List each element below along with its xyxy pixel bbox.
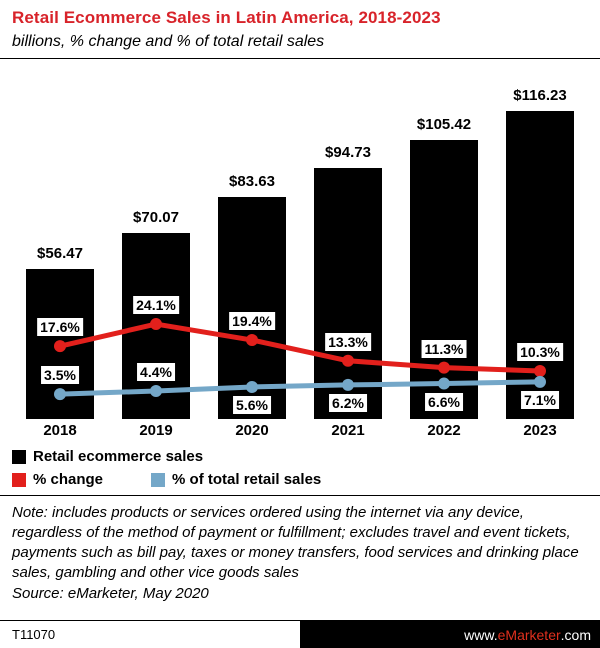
legend: Retail ecommerce sales % change % of tot…	[12, 448, 588, 488]
line-point-label: 11.3%	[421, 339, 467, 358]
legend-item-retail-ecommerce-sales: Retail ecommerce sales	[12, 448, 203, 465]
x-axis-label-2023: 2023	[523, 422, 557, 439]
url-suffix: .com	[560, 626, 591, 643]
line-point-icon	[54, 340, 66, 353]
line-point-label: 5.6%	[233, 395, 271, 414]
legend-item-pct-of-total-retail-sales: % of total retail sales	[151, 471, 321, 488]
line-point-label: 17.6%	[37, 318, 83, 337]
legend-swatch-red-icon	[12, 472, 26, 487]
chart-id: T11070	[12, 627, 56, 642]
chart-header: Retail Ecommerce Sales in Latin America,…	[0, 0, 600, 51]
bar-value-label-2019: $70.07	[133, 209, 179, 226]
line-point-icon	[342, 354, 354, 367]
bar-2021	[314, 168, 382, 419]
url-prefix: www.	[464, 626, 498, 643]
line-point-icon	[534, 364, 546, 377]
legend-item-pct-change: % change	[12, 471, 103, 488]
chart-subtitle: billions, % change and % of total retail…	[12, 33, 325, 50]
line-point-icon	[246, 380, 258, 393]
line-overlay	[54, 318, 546, 401]
source-text: Source: eMarketer, May 2020	[12, 585, 209, 603]
x-axis-label-2019: 2019	[139, 422, 173, 439]
line-point-label: 6.6%	[425, 392, 463, 411]
bar-value-label-2020: $83.63	[229, 173, 275, 190]
legend-swatch-blue-icon	[151, 472, 166, 487]
url-brand: eMarketer	[497, 626, 561, 643]
line-point-icon	[438, 377, 450, 390]
line-point-icon	[150, 385, 162, 398]
legend-row-2: % change % of total retail sales	[12, 471, 588, 488]
line-point-icon	[246, 334, 258, 347]
bar-value-label-2022: $105.42	[416, 116, 472, 133]
header-divider	[0, 58, 600, 59]
legend-label-pct-change: % change	[33, 471, 104, 488]
chart-title: Retail Ecommerce Sales in Latin America,…	[12, 8, 441, 27]
x-axis: 2018 2019 2020 2021 2022 2023	[12, 422, 588, 439]
line-pct-of-total	[57, 379, 543, 397]
line-point-label: 10.3%	[517, 342, 563, 361]
line-point-label: 6.2%	[329, 393, 367, 412]
line-point-label: 24.1%	[133, 296, 179, 315]
line-point-icon	[342, 378, 354, 391]
x-axis-label-2022: 2022	[427, 422, 461, 439]
chart-plot-area: $56.47 $70.07 $83.63 $94.73 $105.42 $116.23 17…	[12, 61, 588, 419]
x-axis-label-2018: 2018	[43, 422, 77, 439]
bar-value-label-2021: $94.73	[325, 144, 371, 161]
legend-swatch-black-icon	[12, 449, 26, 464]
line-point-label: 13.3%	[325, 332, 371, 351]
legend-label-pct-of-total-retail-sales: % of total retail sales	[172, 471, 322, 488]
bar-value-label-2018: $56.47	[37, 245, 83, 262]
line-point-label: 4.4%	[137, 363, 175, 382]
x-axis-label-2020: 2020	[235, 422, 269, 439]
emarketer-url: www. eMarketer .com	[300, 621, 600, 648]
note-divider	[0, 495, 600, 496]
note-block: Note: includes products or services orde…	[0, 496, 600, 608]
x-axis-label-2021: 2021	[331, 422, 365, 439]
note-text: Note: includes products or services orde…	[12, 504, 579, 582]
line-pct-change	[57, 321, 543, 374]
legend-label-retail-ecommerce-sales: Retail ecommerce sales	[33, 448, 204, 465]
footer: T11070 www. eMarketer .com	[0, 620, 600, 648]
legend-row-1: Retail ecommerce sales	[12, 448, 588, 465]
bar-value-label-2023: $116.23	[513, 87, 567, 104]
line-point-icon	[150, 318, 162, 331]
line-point-icon	[534, 375, 546, 388]
line-point-label: 3.5%	[41, 366, 79, 385]
line-point-label: 7.1%	[521, 390, 559, 409]
line-point-label: 19.4%	[229, 312, 275, 331]
line-point-icon	[438, 361, 450, 374]
line-point-icon	[54, 388, 66, 401]
